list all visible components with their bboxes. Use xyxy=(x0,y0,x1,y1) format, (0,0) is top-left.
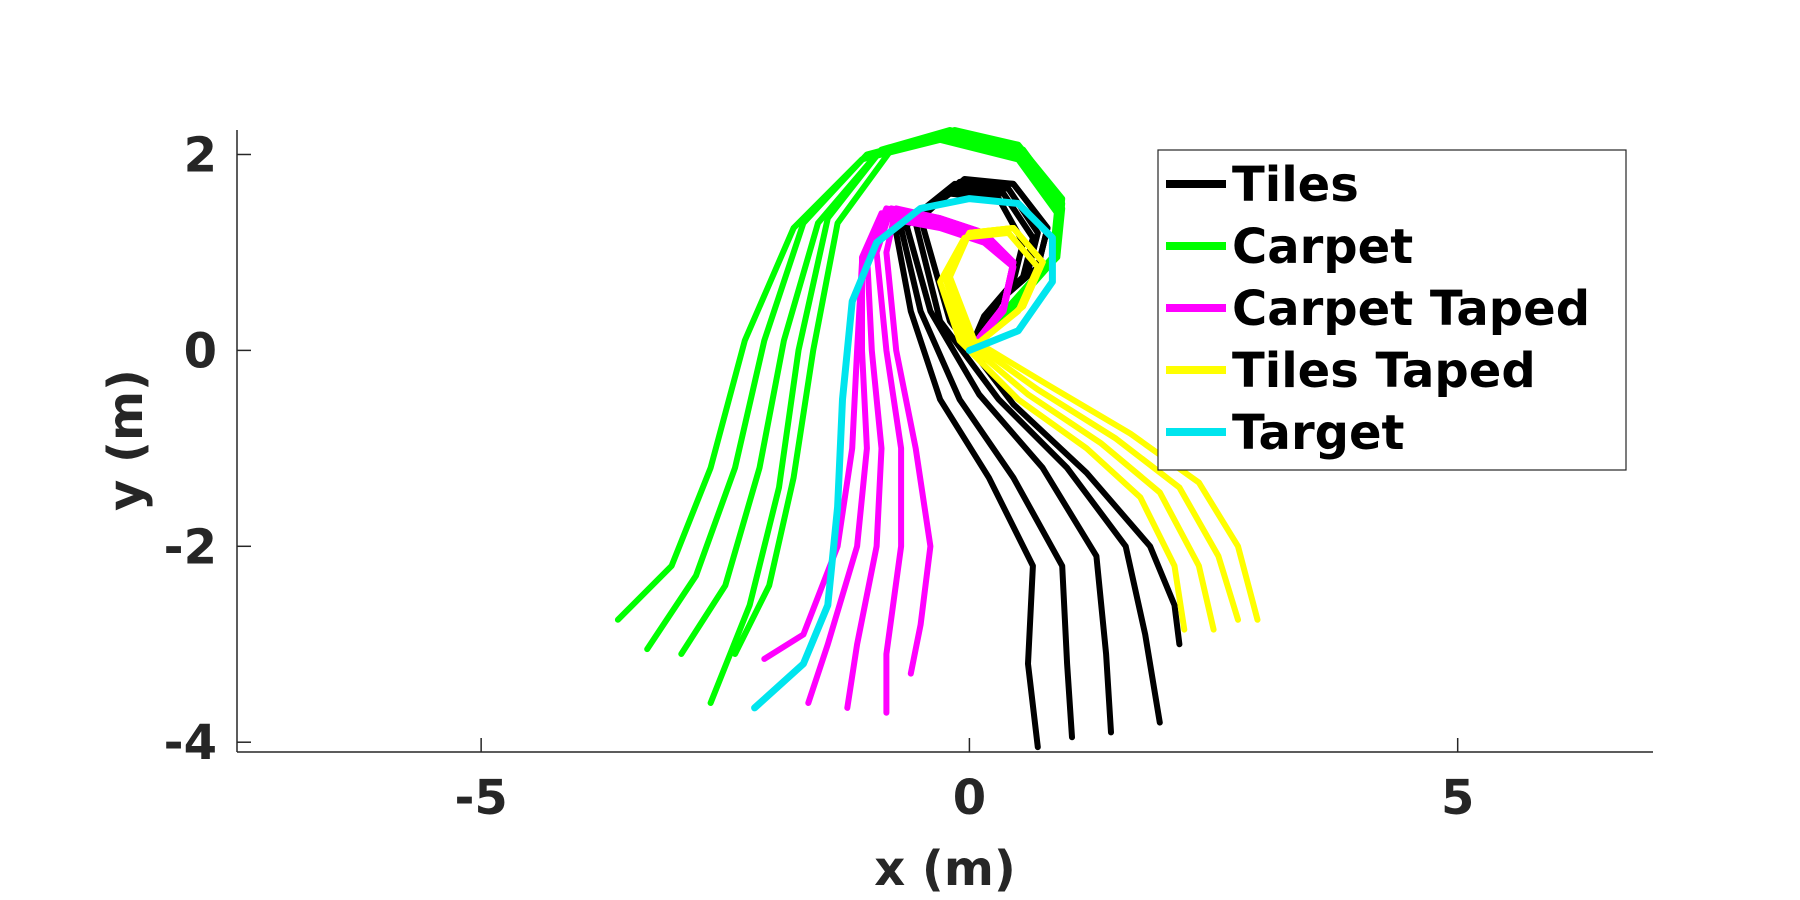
legend-label: Carpet Taped xyxy=(1232,281,1590,337)
axes xyxy=(236,130,1653,753)
x-axis-label: x (m) xyxy=(874,841,1016,897)
y-tick-label: -4 xyxy=(164,715,217,771)
tick-labels: -5 0 5 2 0 -2 -4 xyxy=(164,127,1475,826)
y-tick-label: 2 xyxy=(184,127,217,183)
y-tick-label: -2 xyxy=(164,519,217,575)
series-tiles-taped xyxy=(937,225,1261,633)
x-tick-label: 5 xyxy=(1441,770,1474,826)
legend: Tiles Carpet Carpet Taped Tiles Taped Target xyxy=(1157,149,1627,471)
x-tick-label: -5 xyxy=(454,770,507,826)
legend-label: Target xyxy=(1232,405,1404,461)
legend-label: Tiles xyxy=(1232,157,1359,213)
trajectory-line xyxy=(893,190,1041,751)
legend-box xyxy=(1157,149,1627,471)
y-tick-label: 0 xyxy=(184,323,217,379)
series-carpet-taped xyxy=(761,205,1017,716)
trajectory-line xyxy=(751,195,1056,712)
trajectory-layer xyxy=(614,127,1261,751)
y-axis-label: y (m) xyxy=(98,369,154,511)
x-tick-label: 0 xyxy=(953,770,986,826)
trajectory-line xyxy=(946,225,1261,623)
legend-label: Tiles Taped xyxy=(1232,343,1536,399)
series-target xyxy=(751,195,1056,712)
legend-label: Carpet xyxy=(1232,219,1413,275)
